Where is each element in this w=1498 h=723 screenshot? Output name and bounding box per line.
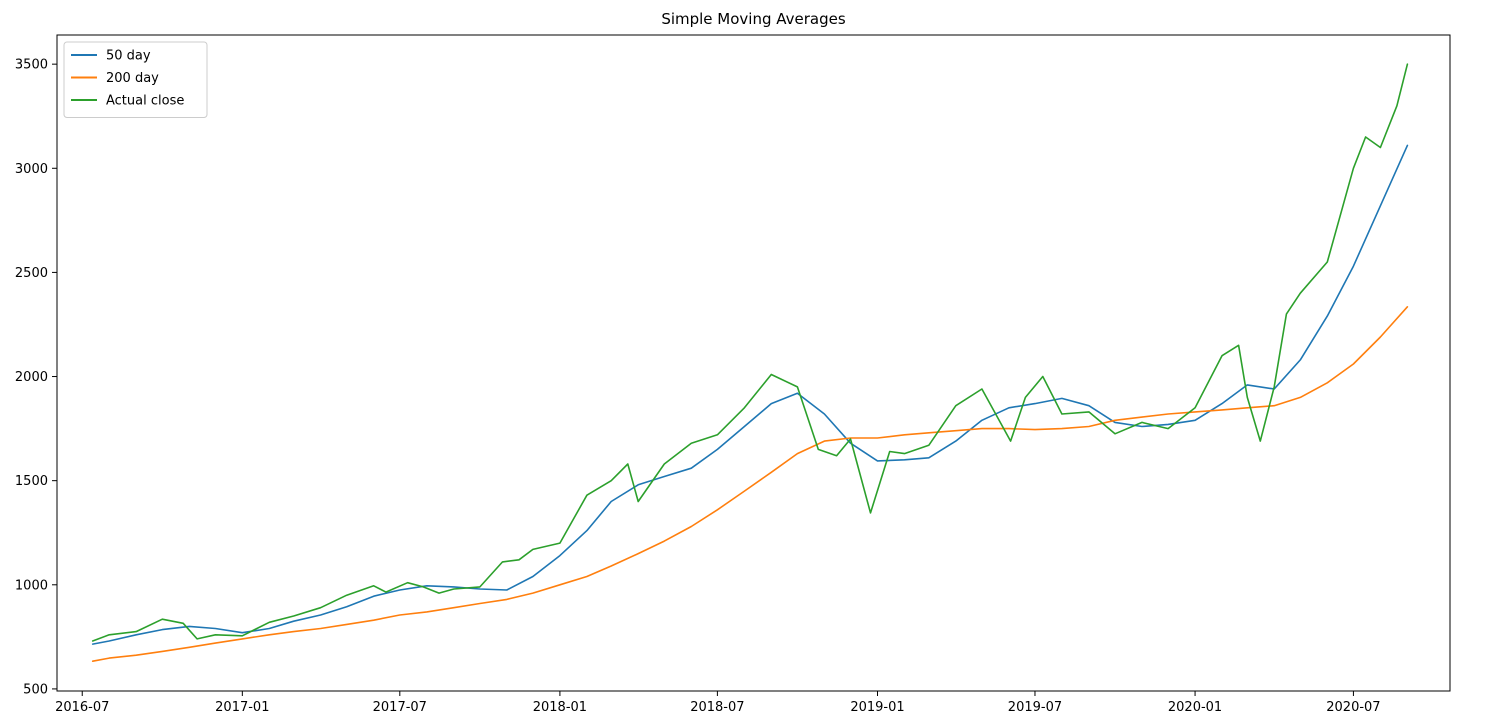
series-line-200-day <box>91 305 1409 663</box>
legend-box <box>63 41 208 118</box>
y-tick-label: 1000 <box>15 578 48 593</box>
legend-label: 200 day <box>106 71 159 86</box>
series-line-actual-close <box>91 63 1409 642</box>
x-tick-label: 2017-07 <box>373 700 427 715</box>
y-tick-label: 2000 <box>15 370 48 385</box>
y-tick-label: 3000 <box>15 162 48 177</box>
x-tick-label: 2020-01 <box>1168 700 1222 715</box>
x-tick-label: 2018-01 <box>533 700 587 715</box>
x-tick-label: 2020-07 <box>1326 700 1380 715</box>
chart-title: Simple Moving Averages <box>661 10 846 28</box>
plot-frame <box>56 34 1451 692</box>
legend-label: 50 day <box>106 49 151 64</box>
x-tick-label: 2018-07 <box>690 700 744 715</box>
x-tick-label: 2019-07 <box>1008 700 1062 715</box>
y-tick-label: 3500 <box>15 58 48 73</box>
x-tick-label: 2017-01 <box>215 700 269 715</box>
x-tick-label: 2019-01 <box>850 700 904 715</box>
y-axis-ticks: 500 1000 1500 2000 2500 3000 3500 <box>15 58 57 697</box>
y-tick-label: 1500 <box>15 474 48 489</box>
series-line-50-day <box>91 144 1409 645</box>
legend-label: Actual close <box>106 94 184 109</box>
legend: 50 day 200 day Actual close <box>63 41 208 118</box>
x-axis-ticks: 2016-07 2017-01 2017-07 2018-01 2018-07 2019-… <box>55 691 1381 715</box>
y-tick-label: 500 <box>23 682 48 697</box>
x-tick-label: 2016-07 <box>55 700 109 715</box>
series-layer <box>91 63 1409 663</box>
y-tick-label: 2500 <box>15 266 48 281</box>
